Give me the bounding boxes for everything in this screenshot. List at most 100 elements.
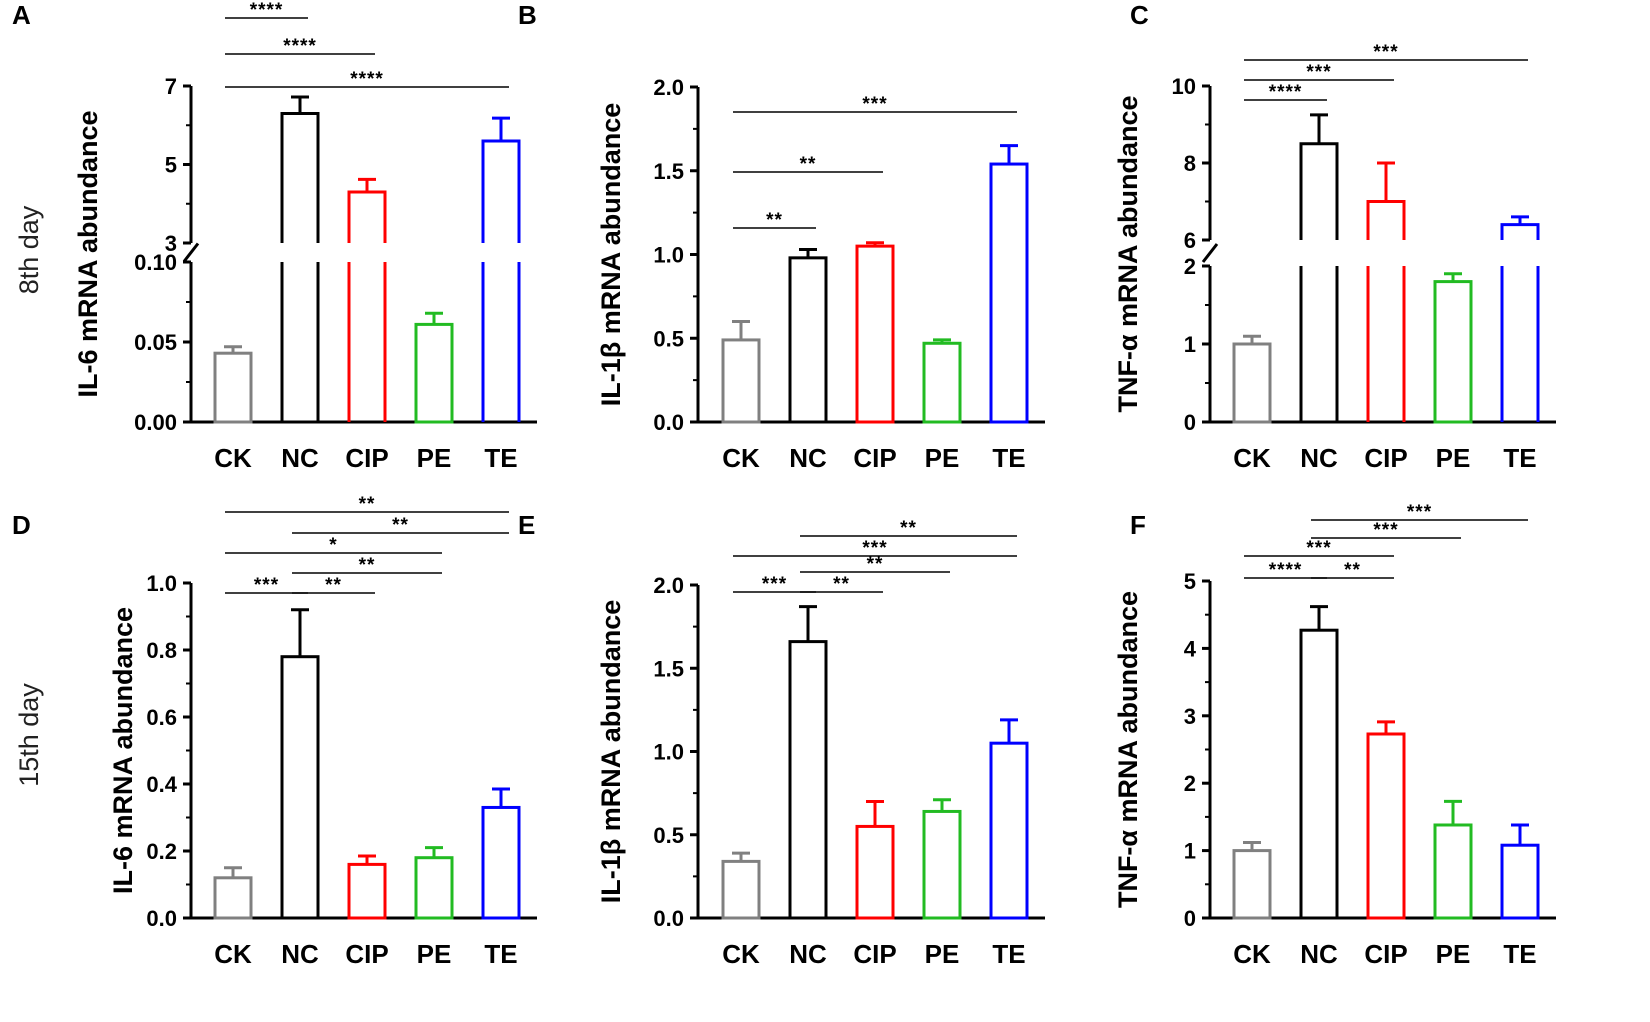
significance-label: ** [392,515,409,536]
x-tick-label-cip: CIP [1364,443,1407,473]
panel-letter-f: F [1130,510,1146,540]
x-tick-label-te: TE [484,939,517,969]
x-tick-label-ck: CK [722,443,760,473]
significance-label: *** [1306,62,1331,83]
y-tick-label: 0.0 [653,906,684,931]
x-tick-label-cip: CIP [345,443,388,473]
bar-cip [347,862,387,920]
significance-label: ** [1344,560,1361,581]
significance-label: *** [1306,538,1331,559]
x-tick-label-te: TE [992,939,1025,969]
x-tick-label-te: TE [992,443,1025,473]
bar-te [1500,223,1540,240]
bar-pe [1433,280,1473,424]
bar-cip-lower [347,262,387,422]
y-tick-label: 0.8 [146,638,177,663]
y-tick-label: 0.00 [134,410,177,435]
bar-ck [721,859,761,920]
bar-ck [721,338,761,424]
x-tick-label-pe: PE [417,443,452,473]
y-tick-label: 0.2 [146,839,177,864]
bar-ck [213,876,253,920]
y-tick-label: 3 [165,231,177,256]
bar-te [481,805,521,920]
y-tick-label: 6 [1184,228,1196,253]
y-axis-title: TNF-α mRNA abundance [1113,591,1143,908]
x-tick-label-nc: NC [1300,939,1338,969]
bar-cip [855,824,895,920]
x-tick-label-ck: CK [214,939,252,969]
row-label-8th-day: 8th day [14,205,44,294]
bar-te [989,162,1029,424]
panel-e: E IL-1β mRNA abundance 0.0 0.5 1.0 1.5 2.0 CK NC… [518,510,1045,969]
y-tick-label: 10 [1172,74,1196,99]
significance-label: ** [800,154,817,175]
significance-label: ** [867,554,884,575]
x-tick-label-ck: CK [1233,939,1271,969]
x-tick-label-cip: CIP [853,443,896,473]
significance-label: ** [900,518,917,539]
y-tick-label: 5 [1184,569,1196,594]
bar-pe [414,856,454,920]
x-tick-label-te: TE [1503,939,1536,969]
bar-cip [855,244,895,424]
axis-break-mark [1201,243,1219,263]
panel-c: C TNF-α mRNA abundance 0 1 26 8 10 CK NC CIP PE TE *… [1113,0,1556,473]
y-tick-label: 0.0 [146,906,177,931]
bar-cip [1366,732,1406,920]
significance-label: *** [862,538,887,559]
y-tick-label: 1 [1184,839,1196,864]
bar-ck [213,351,253,424]
y-tick-label: 4 [1184,636,1197,661]
significance-label: * [329,535,337,556]
panel-letter-c: C [1130,0,1149,30]
bar-te-lower [1500,266,1540,422]
y-tick-label: 2 [1184,771,1196,796]
bar-nc [1299,628,1339,920]
x-tick-label-cip: CIP [853,939,896,969]
x-tick-label-pe: PE [417,939,452,969]
y-tick-label: 0 [1184,410,1196,435]
y-axis-title: TNF-α mRNA abundance [1113,95,1143,412]
bar-ck [1232,849,1272,920]
significance-label: *** [254,575,279,596]
y-tick-label: 0.05 [134,330,177,355]
bar-pe [1433,823,1473,920]
y-tick-label: 1.0 [146,571,177,596]
significance-label: ** [359,494,376,515]
bar-te [481,139,521,243]
x-tick-label-nc: NC [789,443,827,473]
y-axis-title: IL-6 mRNA abundance [108,607,138,894]
panel-letter-d: D [12,510,31,540]
x-tick-label-cip: CIP [1364,939,1407,969]
bar-nc [280,111,320,243]
significance-label: *** [1407,502,1432,523]
bar-nc [280,655,320,920]
y-axis-title: IL-1β mRNA abundance [596,600,626,904]
y-tick-label: 8 [1184,151,1196,176]
y-axis-title: IL-1β mRNA abundance [596,103,626,407]
x-tick-label-pe: PE [1436,443,1471,473]
significance-label: ** [359,555,376,576]
row-label-15th-day: 15th day [14,683,44,787]
x-tick-label-ck: CK [214,443,252,473]
bar-nc [788,256,828,424]
panel-letter-e: E [518,510,535,540]
y-tick-label: 2.0 [653,75,684,100]
x-tick-label-nc: NC [1300,443,1338,473]
bar-pe [414,322,454,424]
x-tick-label-pe: PE [925,443,960,473]
significance-label: *** [1373,520,1398,541]
bar-pe [922,341,962,424]
significance-label: *** [1373,42,1398,63]
bar-nc [788,640,828,920]
y-tick-label: 1.0 [653,243,684,268]
y-tick-label: 5 [165,153,177,178]
panel-f: F TNF-α mRNA abundance 0 1 2 3 4 5 CK NC CIP PE TE **… [1113,502,1556,969]
bar-nc-lower [280,262,320,422]
y-tick-label: 0.6 [146,705,177,730]
significance-label: ** [833,574,850,595]
bar-ck [1232,342,1272,424]
bar-pe [922,809,962,920]
